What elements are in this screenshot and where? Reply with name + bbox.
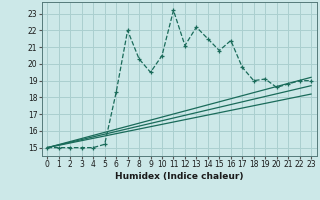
X-axis label: Humidex (Indice chaleur): Humidex (Indice chaleur): [115, 172, 244, 181]
